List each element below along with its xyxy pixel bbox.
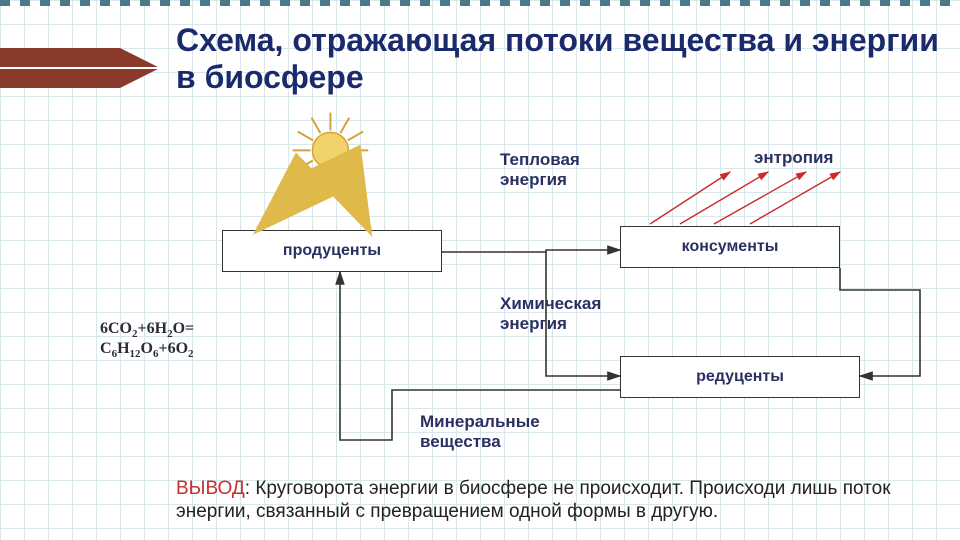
- diagram-area: продуценты консументы редуценты Тепловая…: [0, 0, 960, 540]
- sun-icon: [289, 109, 372, 197]
- label-chemical: Химическая энергия: [500, 294, 601, 334]
- conclusion-lead: ВЫВОД: [176, 478, 245, 499]
- label-entropy: энтропия: [754, 148, 833, 168]
- box-consumers-label: консументы: [682, 238, 779, 256]
- conclusion-body: : Круговорота энергии в биосфере не прои…: [176, 478, 891, 523]
- box-consumers: консументы: [620, 226, 840, 268]
- formula: 6CO2+6H2O=C6H12O6+6O2: [100, 320, 194, 360]
- box-producers-label: продуценты: [283, 242, 381, 260]
- box-reducers: редуценты: [620, 356, 860, 398]
- box-reducers-label: редуценты: [696, 368, 784, 386]
- label-thermal: Тепловая энергия: [500, 150, 580, 190]
- label-mineral: Минеральные вещества: [420, 412, 540, 452]
- conclusion-text: ВЫВОД: Круговорота энергии в биосфере не…: [176, 477, 940, 525]
- box-producers: продуценты: [222, 230, 442, 272]
